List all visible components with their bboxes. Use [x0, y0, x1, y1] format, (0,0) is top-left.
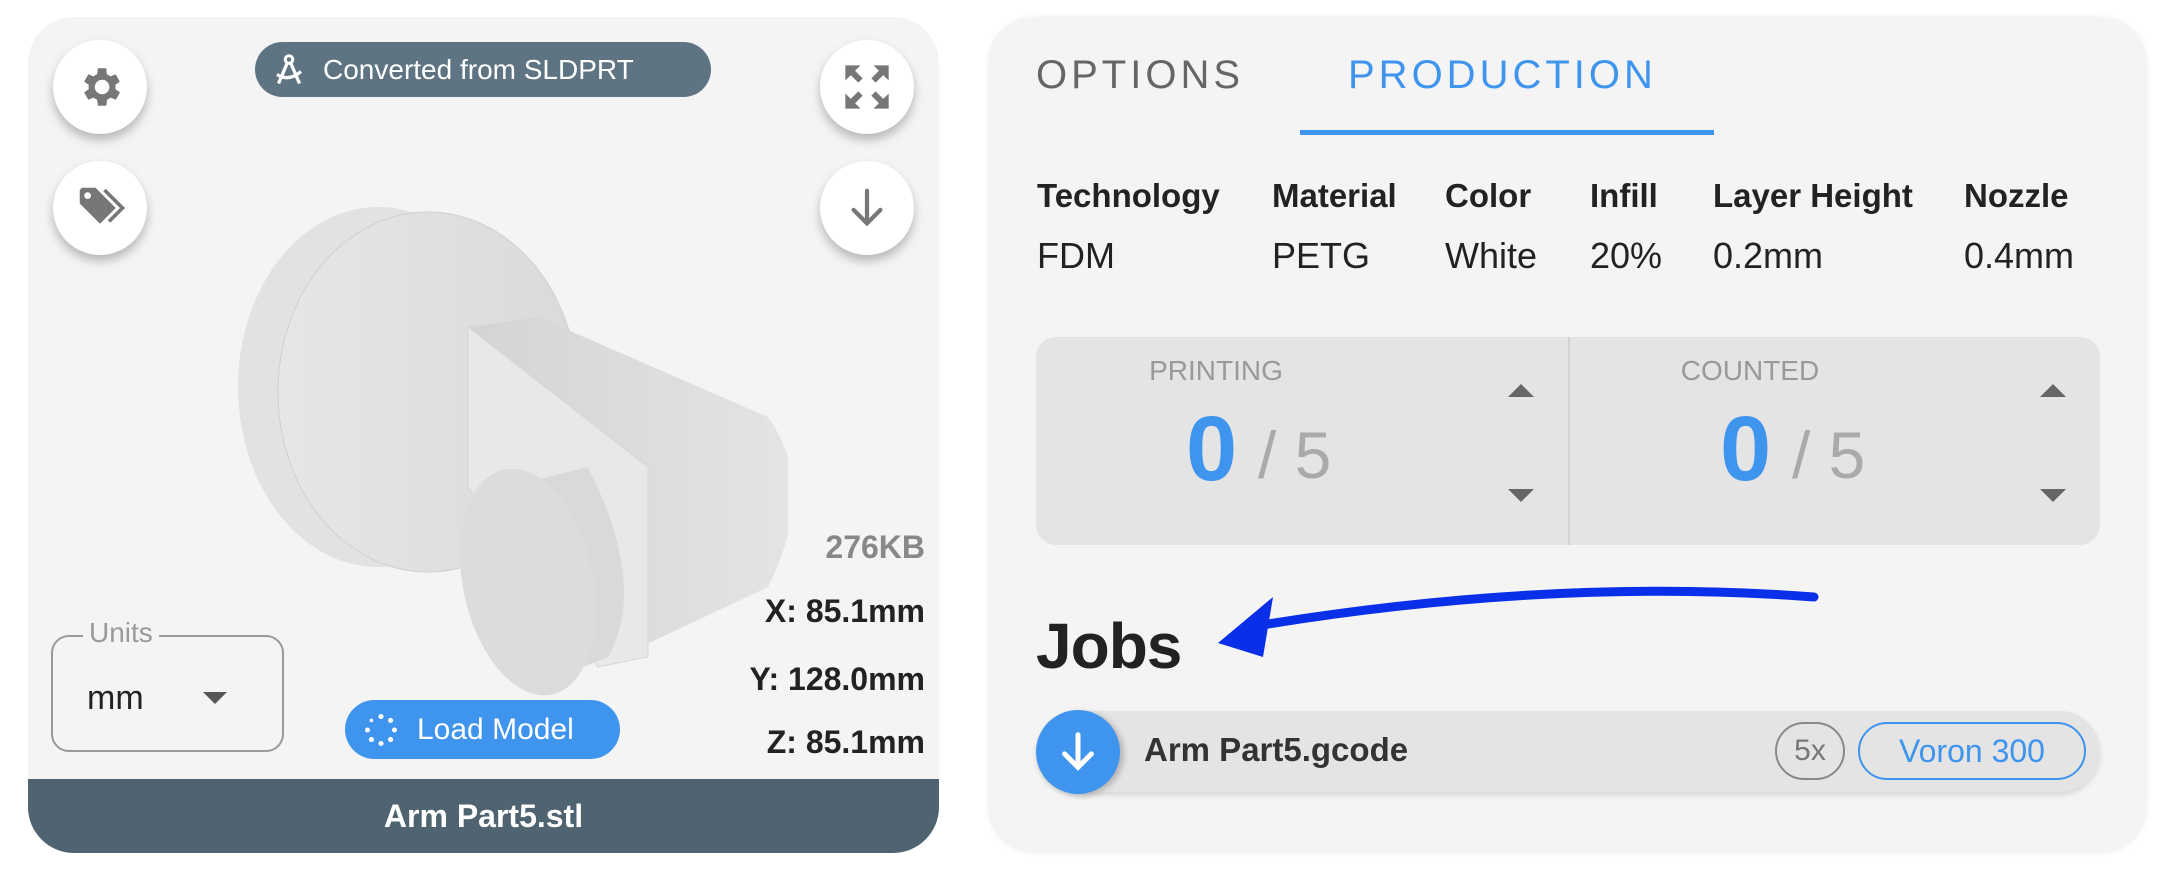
counted-total: / 5 [1792, 418, 1866, 492]
spec-value-infill: 20% [1590, 235, 1663, 276]
spec-header-color: Color [1445, 177, 1532, 214]
download-button[interactable] [820, 161, 914, 255]
printing-label: PRINTING [1149, 355, 1283, 386]
settings-button[interactable] [53, 40, 147, 134]
counted-counter: COUNTED 0 / 5 [1570, 337, 2102, 545]
tab-production[interactable]: PRODUCTION [1348, 53, 1657, 97]
counted-label: COUNTED [1680, 355, 1820, 386]
download-icon [1062, 732, 1094, 771]
spec-value-color: White [1445, 235, 1538, 276]
spec-value-layer-height: 0.2mm [1713, 235, 1824, 276]
3d-model-preview[interactable] [228, 187, 788, 707]
units-value: mm [87, 679, 144, 717]
gear-icon [84, 68, 120, 106]
file-name-bar: Arm Part5.stl [28, 779, 939, 853]
spinner-icon [364, 713, 398, 746]
spec-header-layer-height: Layer Height [1713, 177, 1913, 214]
job-printer-badge[interactable]: Voron 300 [1858, 722, 2086, 780]
active-tab-indicator [1300, 130, 1714, 135]
spec-header-material: Material [1272, 177, 1397, 214]
dimension-x: X: 85.1mm [764, 593, 925, 629]
job-name: Arm Part5.gcode [1144, 731, 1409, 768]
counted-decrement-icon[interactable] [2040, 489, 2066, 502]
chevron-down-icon [203, 692, 227, 704]
printing-counter: PRINTING 0 / 5 [1036, 337, 1568, 545]
download-icon [851, 188, 883, 227]
load-model-label: Load Model [417, 712, 574, 746]
annotation-arrow [1218, 586, 1819, 657]
printing-increment-icon[interactable] [1508, 384, 1534, 397]
model-viewer-card: Converted from SLDPRT 276KB X: 85.1mm Y:… [28, 17, 939, 853]
spec-value-material: PETG [1272, 235, 1371, 276]
printing-value: 0 [1186, 398, 1238, 500]
spec-header-nozzle: Nozzle [1964, 177, 2069, 214]
job-download-button[interactable] [1036, 710, 1120, 794]
converted-badge: Converted from SLDPRT [255, 42, 711, 97]
counters: PRINTING 0 / 5 COUNTED 0 / 5 [1036, 337, 2100, 545]
file-size: 276KB [825, 529, 925, 565]
tab-options[interactable]: OPTIONS [1036, 53, 1245, 97]
jobs-title: Jobs [1036, 610, 1182, 682]
tags-icon [79, 187, 126, 224]
compass-icon [276, 53, 303, 84]
spec-value-nozzle: 0.4mm [1964, 235, 2075, 276]
counter-divider [1568, 337, 1570, 545]
counted-value: 0 [1720, 398, 1772, 500]
spec-header-infill: Infill [1590, 177, 1658, 214]
job-quantity-badge: 5x [1775, 722, 1845, 780]
units-select[interactable]: Units mm [51, 617, 284, 752]
expand-icon [845, 65, 889, 109]
printing-decrement-icon[interactable] [1508, 489, 1534, 502]
counted-increment-icon[interactable] [2040, 384, 2066, 397]
file-name: Arm Part5.stl [383, 797, 584, 834]
fullscreen-button[interactable] [820, 40, 914, 134]
units-label: Units [83, 617, 159, 649]
dimension-y: Y: 128.0mm [749, 661, 926, 697]
spec-value-technology: FDM [1037, 235, 1115, 276]
tags-button[interactable] [53, 161, 147, 255]
production-panel: OPTIONS PRODUCTION Technology FDM Materi… [988, 17, 2147, 853]
dimension-z: Z: 85.1mm [766, 724, 925, 760]
job-row[interactable]: Arm Part5.gcode 5x Voron 300 [1036, 710, 2100, 794]
load-model-button[interactable]: Load Model [345, 700, 620, 759]
spec-header-technology: Technology [1037, 177, 1220, 214]
converted-badge-text: Converted from SLDPRT [323, 53, 634, 85]
printing-total: / 5 [1258, 418, 1332, 492]
